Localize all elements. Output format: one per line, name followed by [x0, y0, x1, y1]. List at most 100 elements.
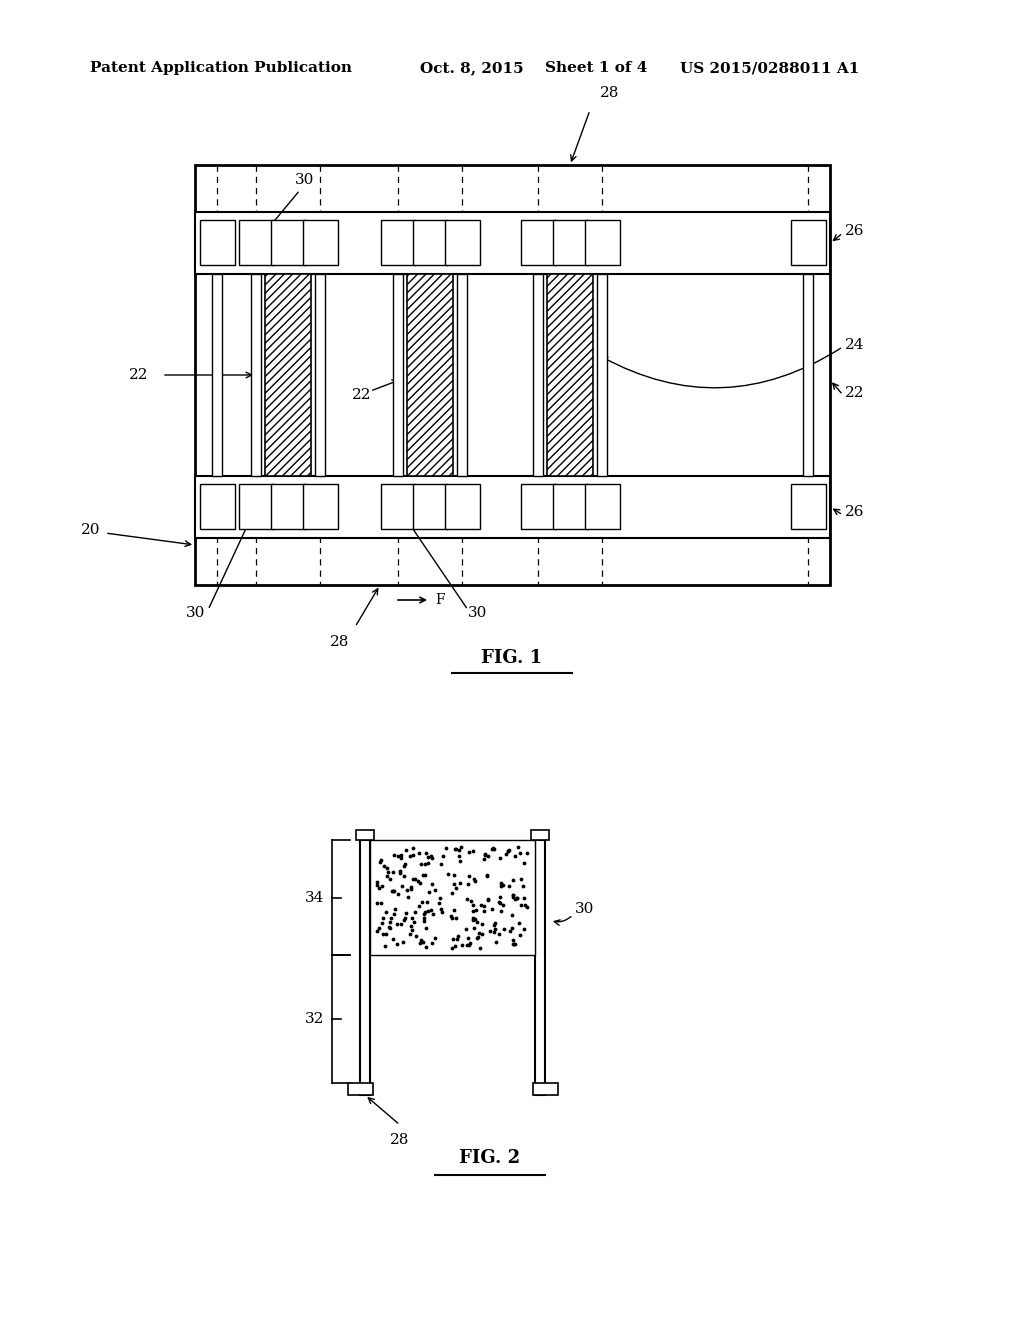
Bar [200, 220, 234, 265]
Text: FIG. 1: FIG. 1 [481, 649, 543, 667]
Point [427, 879, 443, 900]
Point [484, 838, 501, 859]
Point [382, 869, 398, 890]
Bar [200, 484, 234, 529]
Point [510, 837, 526, 858]
Point [404, 908, 421, 929]
Bar [585, 220, 620, 265]
Point [383, 907, 399, 928]
Point [502, 920, 518, 941]
Point [433, 853, 450, 874]
Text: Oct. 8, 2015: Oct. 8, 2015 [420, 61, 523, 75]
Point [458, 919, 474, 940]
Point [475, 896, 492, 917]
Text: 20: 20 [81, 523, 100, 537]
Point [485, 915, 502, 936]
Point [445, 865, 462, 886]
Point [370, 892, 386, 913]
Bar [791, 484, 826, 529]
Point [467, 908, 483, 929]
Point [381, 917, 397, 939]
Point [460, 928, 476, 949]
Point [505, 886, 521, 907]
Bar [370, 840, 535, 954]
Text: 30: 30 [468, 606, 487, 620]
Bar [315, 275, 325, 477]
Point [396, 854, 413, 875]
Point [515, 853, 531, 874]
Point [382, 911, 398, 932]
Point [519, 896, 536, 917]
Bar [457, 275, 467, 477]
Point [396, 866, 413, 887]
Point [424, 874, 440, 895]
Point [443, 883, 460, 904]
Point [516, 919, 532, 940]
Point [402, 879, 419, 900]
Point [401, 924, 418, 945]
Point [461, 866, 477, 887]
Point [447, 908, 464, 929]
Point [515, 875, 531, 896]
Point [498, 843, 514, 865]
Point [369, 874, 385, 895]
Bar [521, 220, 556, 265]
Point [474, 913, 490, 935]
Point [422, 845, 438, 866]
Bar [303, 220, 338, 265]
Bar [195, 165, 830, 585]
Point [404, 837, 421, 858]
Point [418, 917, 434, 939]
Point [459, 935, 475, 956]
Point [384, 861, 400, 882]
Point [412, 873, 428, 894]
Point [373, 892, 389, 913]
Point [386, 903, 402, 924]
Point [505, 933, 521, 954]
Point [493, 875, 509, 896]
Point [411, 895, 427, 916]
Text: 26: 26 [845, 506, 864, 519]
Point [442, 906, 459, 927]
Text: 34: 34 [304, 891, 324, 904]
Point [420, 846, 436, 867]
Text: 28: 28 [390, 1133, 410, 1147]
Point [398, 879, 415, 900]
Text: 22: 22 [352, 388, 372, 403]
Point [400, 886, 417, 907]
Bar [413, 220, 449, 265]
Point [402, 846, 419, 867]
Point [375, 923, 391, 944]
Point [504, 904, 520, 925]
Bar [445, 220, 480, 265]
Bar [239, 484, 274, 529]
Bar [212, 275, 222, 477]
Point [402, 876, 419, 898]
Bar [553, 220, 588, 265]
Point [443, 937, 460, 958]
Point [446, 874, 463, 895]
Point [471, 937, 487, 958]
Point [513, 894, 529, 915]
Point [372, 851, 388, 873]
Point [443, 907, 460, 928]
Point [437, 837, 454, 858]
Point [434, 902, 451, 923]
Point [479, 890, 496, 911]
Point [469, 912, 485, 933]
Point [392, 913, 409, 935]
Bar [381, 484, 416, 529]
Point [392, 845, 409, 866]
Point [460, 888, 476, 909]
Point [507, 888, 523, 909]
Point [465, 840, 481, 861]
Bar [535, 840, 545, 1096]
Point [398, 840, 415, 861]
Bar [265, 275, 311, 477]
Point [471, 923, 487, 944]
Point [377, 936, 393, 957]
Point [462, 932, 478, 953]
Point [414, 891, 430, 912]
Point [408, 925, 424, 946]
Point [447, 878, 464, 899]
